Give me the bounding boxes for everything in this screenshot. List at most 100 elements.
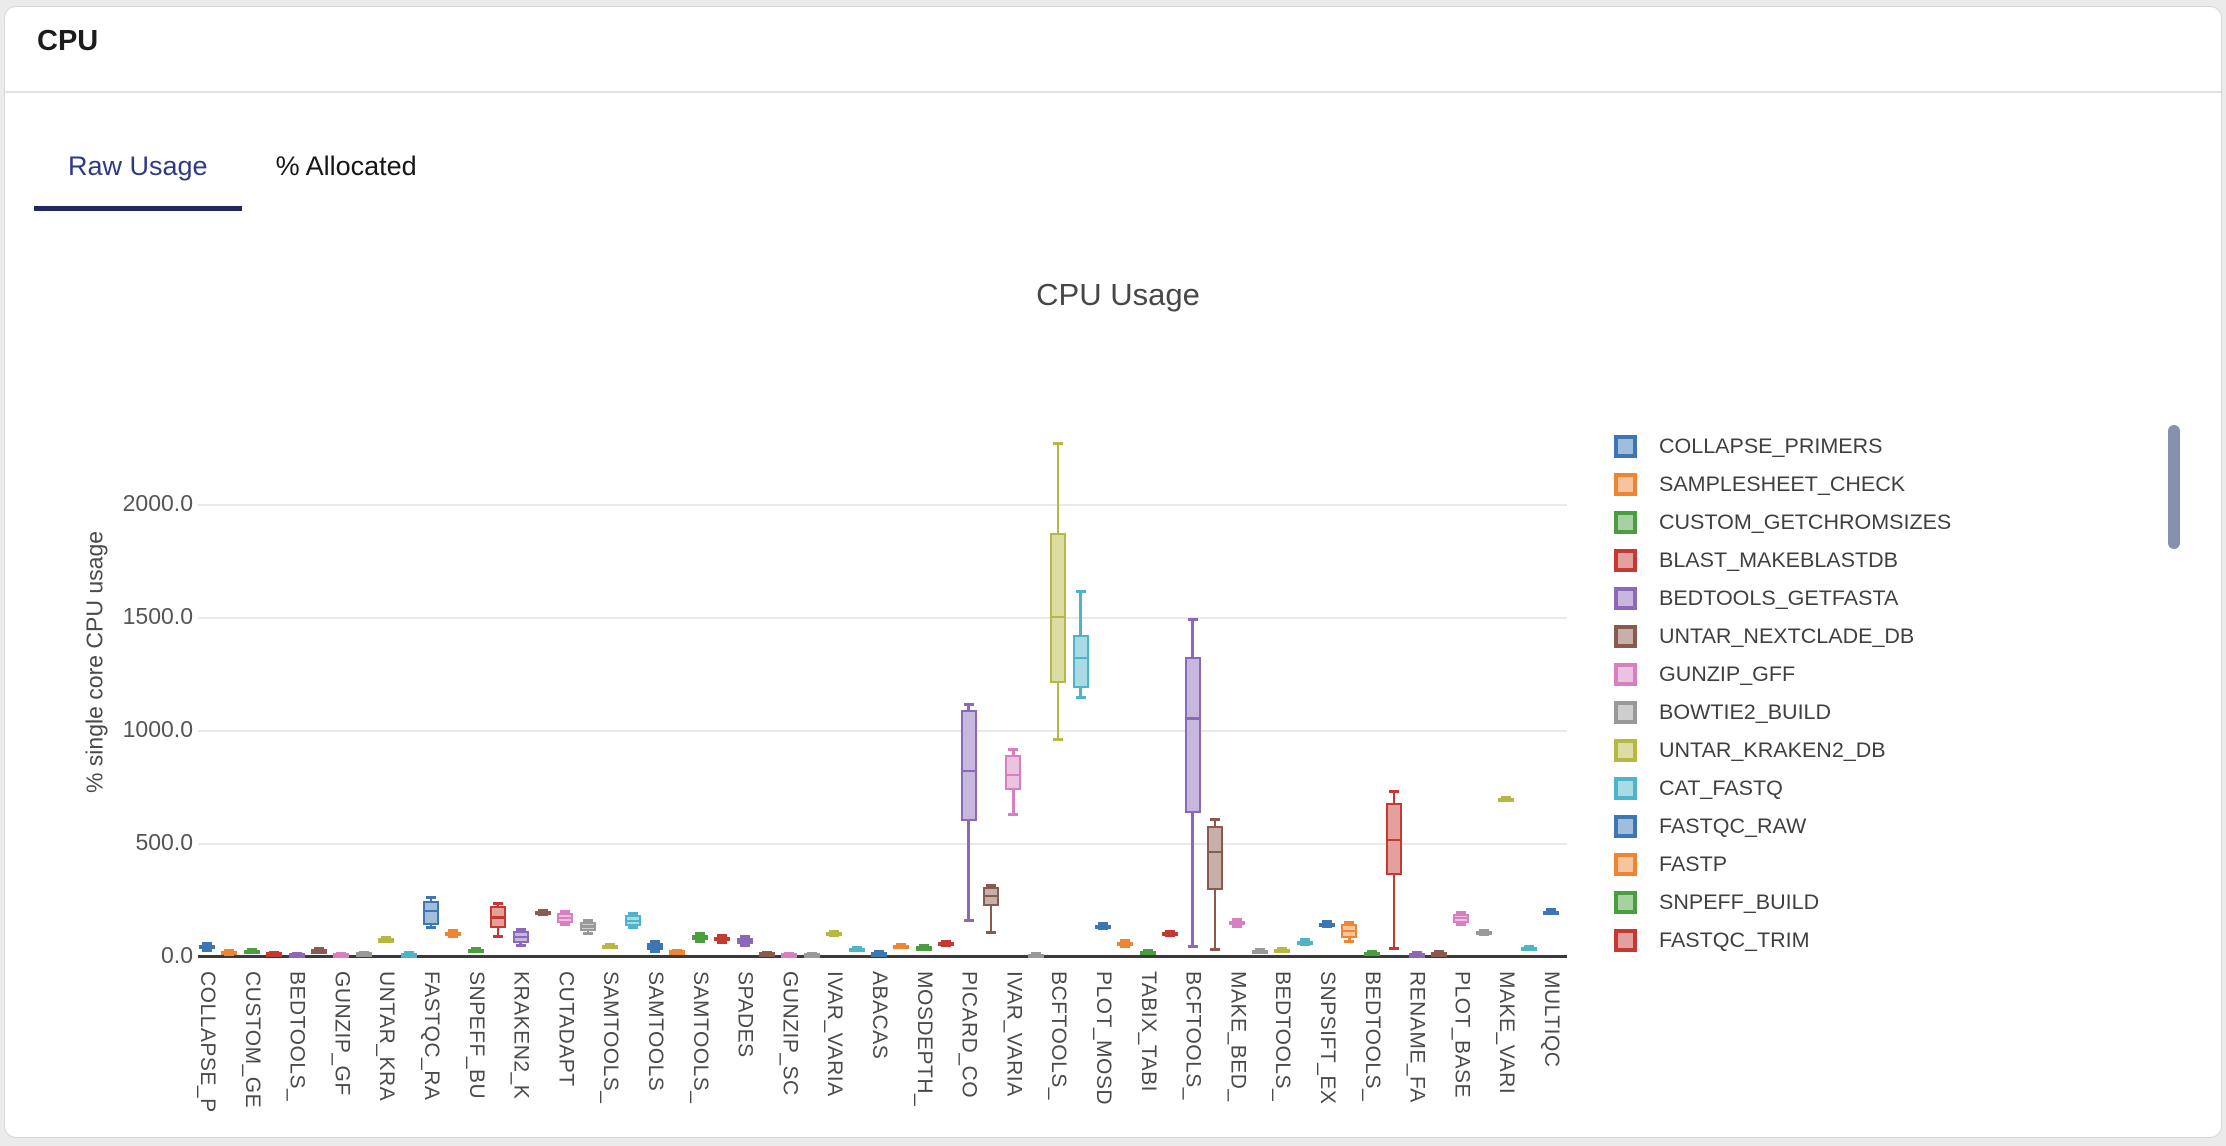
- whisker-cap: [1120, 938, 1131, 942]
- box-median-line: [1319, 922, 1335, 926]
- box-median-line: [1117, 941, 1134, 945]
- legend-item[interactable]: CUSTOM_GETCHROMSIZES: [1614, 503, 1951, 541]
- x-tick-label: CUTADAPT: [554, 971, 578, 1087]
- y-axis-title: % single core CPU usage: [81, 530, 108, 794]
- legend-item[interactable]: COLLAPSE_PRIMERS: [1614, 427, 1951, 465]
- x-tick-label: MULTIQC: [1540, 971, 1563, 1068]
- tab-raw-usage[interactable]: Raw Usage: [34, 127, 242, 211]
- tab-percent-allocated[interactable]: % Allocated: [275, 151, 417, 181]
- box-plot-box: [960, 709, 977, 822]
- box-median-line: [781, 952, 798, 956]
- x-tick-label: SAMTOOLS: [644, 971, 667, 1092]
- whisker-cap: [650, 949, 660, 953]
- box-median-line: [288, 952, 305, 956]
- whisker-cap: [1142, 948, 1153, 952]
- whisker-cap: [1075, 589, 1086, 593]
- x-tick-label: SPADES: [733, 971, 757, 1058]
- box-median-line: [1274, 948, 1291, 952]
- box-median-line: [983, 894, 999, 898]
- whisker-cap: [941, 939, 952, 943]
- x-tick-label: SNPEFF_BU: [464, 971, 488, 1100]
- whisker-cap: [1434, 950, 1444, 954]
- box-median-line: [1341, 929, 1358, 933]
- box-median-line: [1251, 949, 1268, 953]
- legend-label: CUSTOM_GETCHROMSIZES: [1659, 509, 1952, 534]
- box-median-line: [378, 938, 395, 941]
- whisker-cap: [426, 926, 436, 930]
- box-median-line: [1005, 773, 1022, 777]
- box-median-line: [691, 936, 708, 940]
- box-median-line: [243, 949, 260, 953]
- legend-item[interactable]: CAT_FASTQ: [1614, 769, 1951, 807]
- legend-label: BOWTIE2_BUILD: [1659, 699, 1832, 724]
- whisker-cap: [582, 918, 593, 922]
- whisker-cap: [1075, 696, 1086, 700]
- legend-item[interactable]: BEDTOOLS_GETFASTA: [1614, 579, 1951, 617]
- box-median-line: [893, 944, 910, 948]
- whisker-cap: [739, 935, 750, 939]
- box-median-line: [311, 949, 327, 952]
- whisker-cap: [470, 946, 481, 950]
- legend-label: COLLAPSE_PRIMERS: [1659, 433, 1883, 458]
- whisker-cap: [627, 926, 638, 930]
- whisker-cap: [762, 950, 772, 954]
- x-tick-label: FASTQC_RA: [420, 971, 443, 1101]
- box-median-line: [266, 952, 283, 955]
- whisker-cap: [426, 896, 436, 900]
- whisker-cap: [717, 941, 728, 945]
- legend-item[interactable]: BLAST_MAKEBLASTDB: [1614, 541, 1951, 579]
- box-median-line: [938, 941, 955, 945]
- y-tick-label: 500.0: [135, 829, 193, 855]
- legend-swatch: [1614, 548, 1637, 572]
- x-tick-label: SAMTOOLS_: [688, 971, 712, 1104]
- legend-item[interactable]: BOWTIE2_BUILD: [1614, 693, 1951, 731]
- legend-swatch: [1614, 738, 1637, 762]
- x-tick-label: BEDTOOLS_: [285, 971, 309, 1102]
- whisker-cap: [1210, 947, 1220, 951]
- box-median-line: [826, 932, 843, 935]
- legend-label: BEDTOOLS_GETFASTA: [1659, 585, 1899, 610]
- legend-item[interactable]: GUNZIP_GFF: [1614, 655, 1951, 693]
- box-median-line: [512, 935, 529, 939]
- whisker-cap: [560, 909, 571, 913]
- whisker-cap: [986, 883, 996, 887]
- box-plot-box: [423, 901, 439, 926]
- legend-item[interactable]: UNTAR_NEXTCLADE_DB: [1614, 617, 1951, 655]
- legend-item[interactable]: SAMPLESHEET_CHECK: [1614, 465, 1951, 503]
- whisker-cap: [1456, 911, 1467, 915]
- box-median-line: [647, 945, 663, 948]
- box-median-line: [1095, 925, 1111, 928]
- x-tick-label: PLOT_BASE: [1450, 971, 1474, 1099]
- x-tick-label: MAKE_VARI: [1495, 971, 1519, 1095]
- chart-title: CPU Usage: [1036, 277, 1200, 312]
- x-axis-tick-labels: COLLAPSE_P CUSTOM_GE BEDTOOLS_ GUNZIP_GF UNT…: [5, 963, 2221, 1129]
- legend-item[interactable]: FASTQC_TRIM: [1614, 921, 1951, 959]
- gridline: [198, 504, 1567, 506]
- legend-item[interactable]: UNTAR_KRAKEN2_DB: [1614, 731, 1951, 769]
- box-median-line: [557, 916, 574, 920]
- x-tick-label: TABIX_TABI: [1136, 971, 1160, 1092]
- box-median-line: [1431, 952, 1447, 955]
- box-median-line: [1543, 910, 1559, 914]
- whisker-cap: [963, 703, 974, 707]
- x-tick-label: MAKE_BED_: [1226, 971, 1250, 1102]
- legend-item[interactable]: SNPEFF_BUILD: [1614, 883, 1951, 921]
- legend-item[interactable]: FASTP: [1614, 845, 1951, 883]
- box-median-line: [490, 916, 507, 919]
- legend-scrollbar[interactable]: [2168, 425, 2180, 549]
- legend-item[interactable]: FASTQC_RAW: [1614, 807, 1951, 845]
- whisker-cap: [1254, 947, 1265, 951]
- legend-label: GUNZIP_GFF: [1659, 661, 1796, 686]
- whisker-cap: [493, 902, 504, 906]
- legend-swatch: [1614, 890, 1637, 914]
- whisker-cap: [1478, 928, 1489, 932]
- whisker-cap: [1053, 441, 1064, 445]
- usage-tabs: Raw Usage % Allocated: [34, 127, 451, 211]
- whisker-cap: [1232, 917, 1243, 921]
- whisker-cap: [1344, 920, 1355, 924]
- whisker-cap: [448, 934, 459, 938]
- box-median-line: [1363, 951, 1380, 955]
- whisker-cap: [1187, 617, 1198, 621]
- legend-swatch: [1614, 662, 1637, 686]
- box-median-line: [624, 919, 641, 923]
